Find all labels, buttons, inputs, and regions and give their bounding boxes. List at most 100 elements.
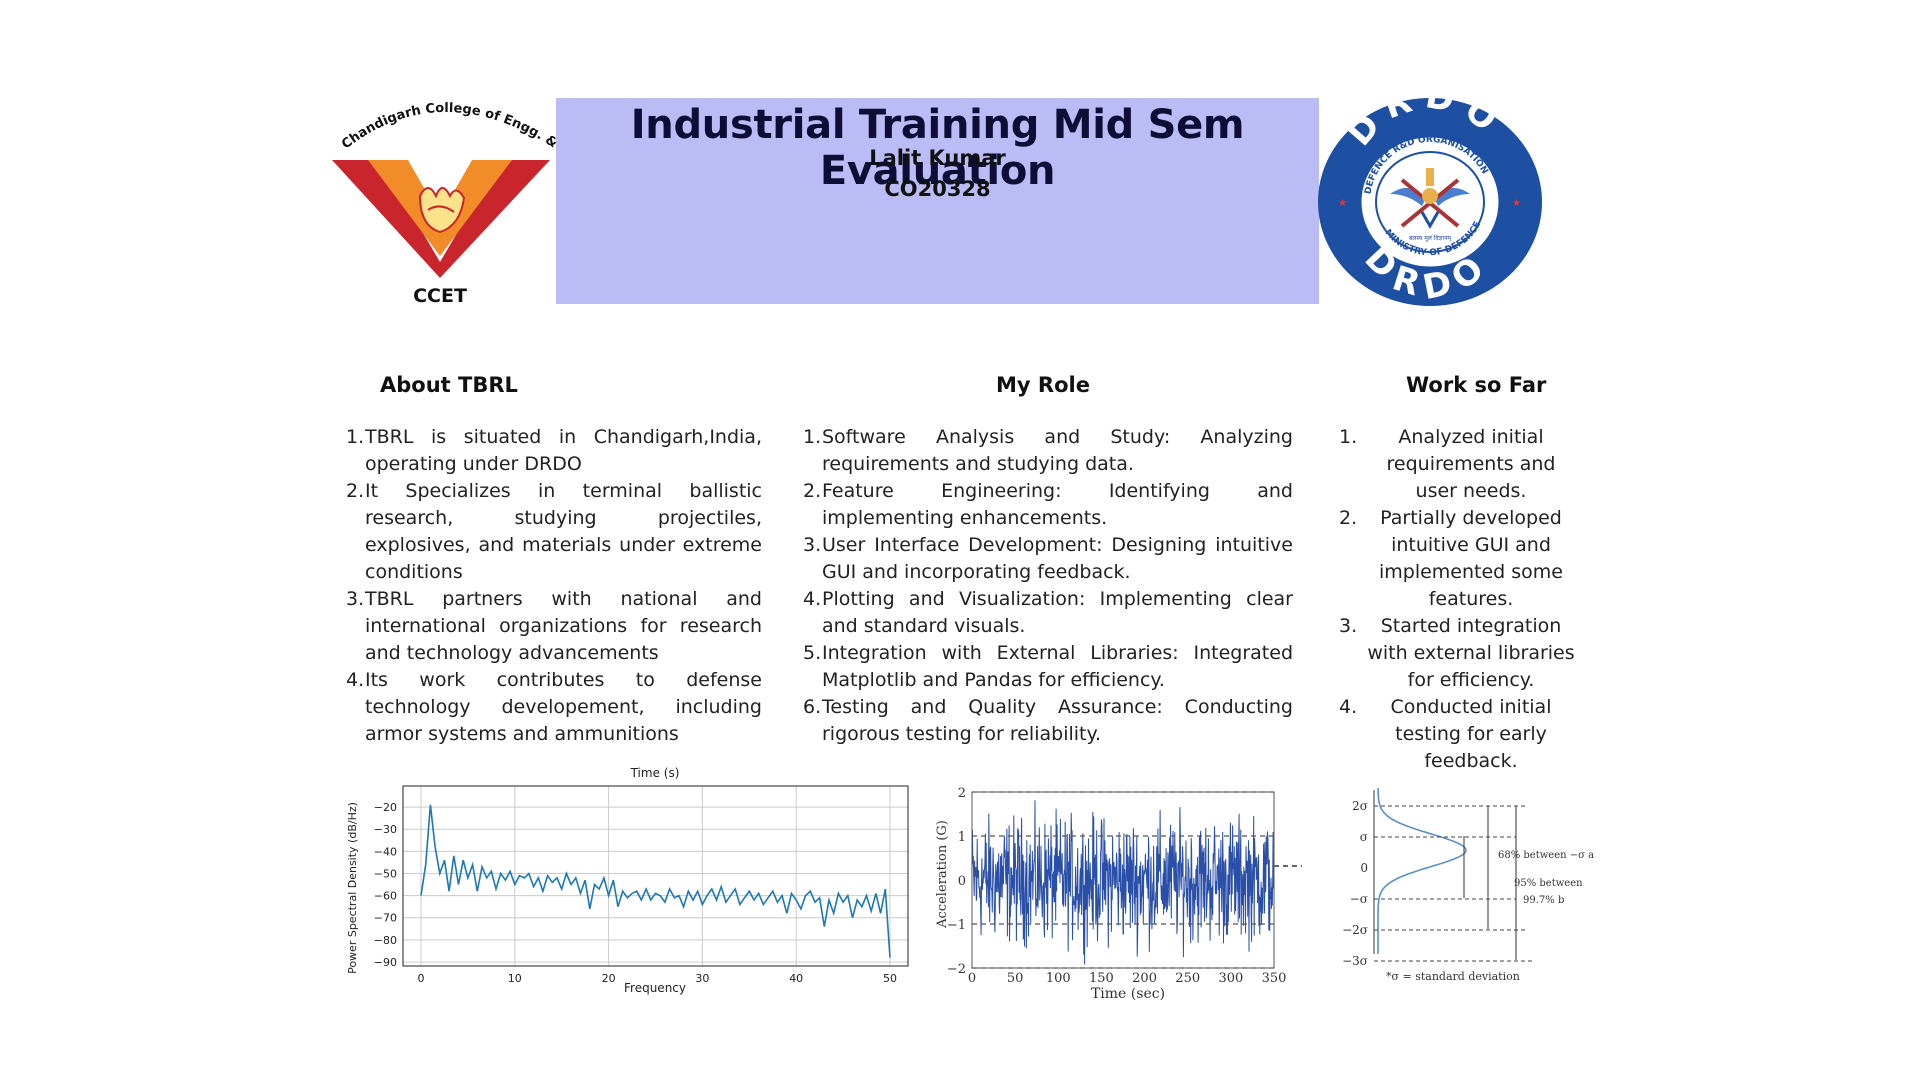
list-item: 4. Its work contributes to defense techno… <box>346 667 762 748</box>
annotation-99-7: 99.7% b <box>1523 895 1564 906</box>
y-tick-label: −50 <box>374 867 397 880</box>
list-item-number: 2. <box>346 480 365 502</box>
ccet-logo: Chandigarh College of Engg. & Tech. CCET <box>323 81 559 314</box>
list-item-number: 4. <box>1339 696 1358 718</box>
x-tick-label: 0 <box>968 971 976 986</box>
annotation-68: 68% between −σ a <box>1498 850 1594 861</box>
accel-xlabel: Time (sec) <box>1091 986 1165 1002</box>
y-tick-label: −30 <box>374 823 397 836</box>
list-item-text: Testing and Quality Assurance: Conductin… <box>822 696 1293 745</box>
psd-figure: Time (s) Frequency Power Spectral Densit… <box>340 758 920 1008</box>
x-tick-label: 40 <box>789 972 803 985</box>
psd-series-line <box>420 804 891 958</box>
list-item-number: 4. <box>346 669 365 691</box>
y-tick-label: −80 <box>374 934 397 947</box>
y-tick-label: −70 <box>374 912 397 925</box>
list-item-text: Started integration with external librar… <box>1367 615 1575 691</box>
list-item-number: 3. <box>1339 615 1358 637</box>
list-item-number: 2. <box>1339 507 1358 529</box>
list-item-text: TBRL is situated in Chandigarh,India, op… <box>365 426 762 475</box>
list-item: 3. TBRL partners with national and intern… <box>346 586 762 667</box>
roll-number: CO20328 <box>884 177 991 201</box>
about-list: 1. TBRL is situated in Chandigarh,India, … <box>346 424 762 748</box>
ccet-label: CCET <box>413 285 467 307</box>
list-item-text: Plotting and Visualization: Implementing… <box>822 588 1293 637</box>
work-list: 1. Analyzed initial requirements and user… <box>1339 424 1579 775</box>
acceleration-figure: Acceleration (G) Time (sec) 0 50 100 150 200… <box>932 784 1322 1006</box>
list-item-number: 3. <box>346 588 365 610</box>
y-tick-label: 0 <box>1360 861 1368 875</box>
gaussian-figure: 2σ σ 0 −σ −2σ −3σ 68% between −σ a 95% betwee… <box>1336 784 1606 990</box>
role-heading: My Role <box>996 373 1090 397</box>
y-tick-label: −1 <box>947 918 966 933</box>
annotation-95: 95% between <box>1514 878 1583 889</box>
page-title: Industrial Training Mid Sem Evaluation <box>630 102 1245 194</box>
list-item-text: It Specializes in terminal ballistic res… <box>365 480 762 583</box>
y-tick-label: −90 <box>374 956 397 969</box>
list-item: 2. Feature Engineering: Identifying and i… <box>803 478 1293 532</box>
list-item: 6. Testing and Quality Assurance: Conduct… <box>803 694 1293 748</box>
y-tick-label: 1 <box>958 830 966 845</box>
role-list: 1. Software Analysis and Study: Analyzing… <box>803 424 1293 748</box>
x-tick-label: 300 <box>1218 971 1243 986</box>
list-item: 4. Plotting and Visualization: Implement… <box>803 586 1293 640</box>
about-heading: About TBRL <box>380 373 518 397</box>
work-heading: Work so Far <box>1406 373 1547 397</box>
y-tick-label: −2σ <box>1342 923 1368 937</box>
list-item: 1. Analyzed initial requirements and user… <box>1339 424 1579 505</box>
y-tick-label: −σ <box>1350 892 1368 906</box>
x-tick-label: 10 <box>508 972 522 985</box>
y-tick-label: 0 <box>958 874 966 889</box>
y-tick-label: 2σ <box>1352 799 1368 813</box>
list-item: 3. User Interface Development: Designing … <box>803 532 1293 586</box>
psd-chart: Time (s) Frequency Power Spectral Densit… <box>346 766 909 995</box>
x-tick-label: 50 <box>883 972 897 985</box>
list-item-number: 4. <box>803 588 822 610</box>
list-item-number: 1. <box>803 426 822 448</box>
drdo-motto: बलस्य मूलं विज्ञानम् <box>1409 234 1452 242</box>
x-tick-label: 100 <box>1046 971 1071 986</box>
x-tick-label: 350 <box>1262 971 1287 986</box>
list-item-text: User Interface Development: Designing in… <box>822 534 1293 583</box>
gaussian-curve <box>1377 788 1467 954</box>
sigma-footnote: *σ = standard deviation <box>1386 970 1520 983</box>
list-item: 5. Integration with External Libraries: I… <box>803 640 1293 694</box>
x-tick-label: 50 <box>1007 971 1024 986</box>
list-item-number: 1. <box>346 426 365 448</box>
list-item-text: Partially developed intuitive GUI and im… <box>1378 507 1564 610</box>
drdo-logo: DRDO DEFENCE R&D ORGANISATION MINISTRY O… <box>1316 76 1544 308</box>
psd-xlabel: Frequency <box>624 981 686 995</box>
list-item: 4. Conducted initial testing for early fe… <box>1339 694 1579 775</box>
y-tick-label: −20 <box>374 801 397 814</box>
list-item: 3. Started integration with external libr… <box>1339 613 1579 694</box>
list-item-text: Its work contributes to defense technolo… <box>365 669 762 745</box>
list-item-text: Integration with External Libraries: Int… <box>822 642 1293 691</box>
list-item-number: 5. <box>803 642 822 664</box>
y-tick-label: −2 <box>947 962 966 977</box>
y-tick-label: 2 <box>958 786 966 801</box>
list-item-text: TBRL partners with national and internat… <box>365 588 762 664</box>
list-item: 1. Software Analysis and Study: Analyzing… <box>803 424 1293 478</box>
list-item-text: Software Analysis and Study: Analyzing r… <box>822 426 1293 475</box>
y-tick-label: −3σ <box>1342 954 1368 968</box>
star-icon: ★ <box>1338 198 1347 209</box>
y-tick-label: σ <box>1360 830 1368 844</box>
list-item-number: 3. <box>803 534 822 556</box>
list-item-text: Analyzed initial requirements and user n… <box>1386 426 1556 502</box>
title-banner <box>556 98 1319 304</box>
y-tick-label: −40 <box>374 845 397 858</box>
list-item-text: Feature Engineering: Identifying and imp… <box>822 480 1293 529</box>
list-item: 2. Partially developed intuitive GUI and … <box>1339 505 1579 613</box>
list-item: 1. TBRL is situated in Chandigarh,India, … <box>346 424 762 478</box>
student-name: Lalit Kumar <box>869 146 1006 170</box>
list-item-number: 2. <box>803 480 822 502</box>
x-tick-label: 150 <box>1089 971 1114 986</box>
ccet-arc-text: Chandigarh College of Engg. & Tech. <box>328 92 558 152</box>
list-item-text: Conducted initial testing for early feed… <box>1390 696 1552 772</box>
list-item-number: 6. <box>803 696 822 718</box>
x-tick-label: 250 <box>1175 971 1200 986</box>
y-tick-label: −60 <box>374 890 397 903</box>
accel-series-line <box>971 800 1275 965</box>
psd-title: Time (s) <box>630 766 680 780</box>
psd-ylabel: Power Spectral Density (dB/Hz) <box>346 802 359 974</box>
